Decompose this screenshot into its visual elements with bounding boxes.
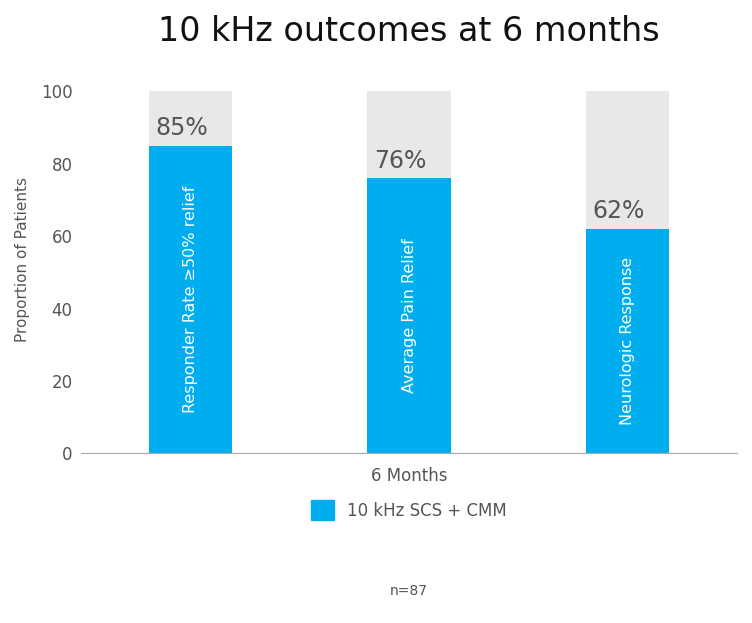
Text: Responder Rate ≥50% relief: Responder Rate ≥50% relief bbox=[183, 186, 198, 413]
Bar bbox=[149, 146, 232, 454]
Text: n=87: n=87 bbox=[390, 584, 428, 598]
Bar bbox=[368, 92, 450, 454]
X-axis label: 6 Months: 6 Months bbox=[371, 467, 447, 485]
Bar bbox=[149, 92, 232, 454]
Text: Average Pain Relief: Average Pain Relief bbox=[402, 239, 417, 393]
Text: 62%: 62% bbox=[593, 199, 645, 224]
Text: 76%: 76% bbox=[374, 149, 426, 173]
Title: 10 kHz outcomes at 6 months: 10 kHz outcomes at 6 months bbox=[158, 15, 660, 48]
Text: Neurologic Response: Neurologic Response bbox=[620, 257, 635, 425]
Legend: 10 kHz SCS + CMM: 10 kHz SCS + CMM bbox=[304, 493, 514, 526]
Bar bbox=[586, 92, 669, 454]
Bar bbox=[586, 229, 669, 454]
Text: 85%: 85% bbox=[156, 117, 208, 140]
Y-axis label: Proportion of Patients: Proportion of Patients bbox=[15, 177, 30, 342]
Bar bbox=[368, 178, 450, 454]
